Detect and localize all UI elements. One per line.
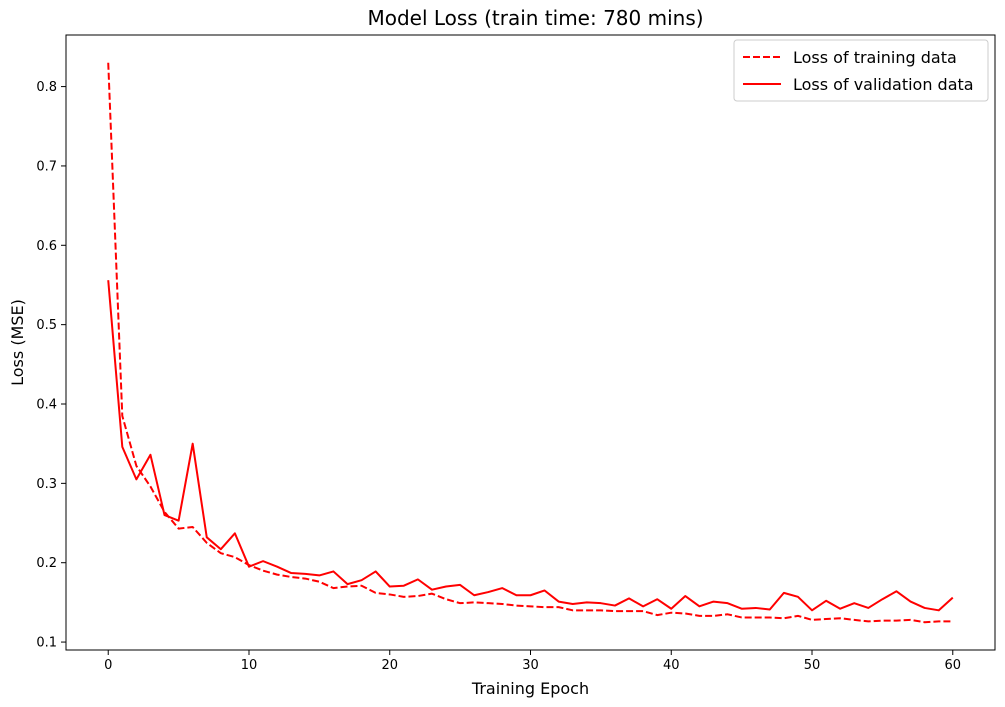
y-tick-label: 0.3	[36, 477, 57, 492]
y-tick-label: 0.6	[36, 239, 57, 254]
legend: Loss of training data Loss of validation…	[733, 39, 989, 102]
y-tick-label: 0.4	[36, 398, 57, 413]
series-line-training	[107, 62, 953, 624]
x-tick-label: 50	[804, 658, 821, 673]
y-tick-label: 0.5	[36, 318, 57, 333]
series-layer	[107, 62, 954, 624]
y-tick-label: 0.8	[36, 80, 57, 95]
chart-title: Model Loss (train time: 780 mins)	[367, 6, 703, 30]
x-tick-label: 30	[522, 658, 539, 673]
x-tick-label: 40	[663, 658, 680, 673]
x-tick-label: 20	[381, 658, 398, 673]
y-tick-label: 0.1	[36, 636, 57, 651]
x-tick-label: 10	[241, 658, 258, 673]
legend-label-validation: Loss of validation data	[793, 75, 974, 94]
legend-label-training: Loss of training data	[793, 48, 957, 67]
x-axis-label: Training Epoch	[471, 679, 589, 698]
x-tick-label: 0	[104, 658, 112, 673]
plot-frame	[65, 34, 996, 651]
series-line-validation	[107, 280, 954, 612]
y-axis-label: Loss (MSE)	[8, 299, 27, 386]
x-tick-label: 60	[944, 658, 961, 673]
x-axis: 0 10 20 30 40 50 60	[104, 650, 961, 673]
y-axis: 0.1 0.2 0.3 0.4 0.5 0.6 0.7 0.8	[36, 80, 66, 651]
y-tick-label: 0.7	[36, 159, 57, 174]
legend-box	[733, 39, 989, 102]
y-tick-label: 0.2	[36, 556, 57, 571]
